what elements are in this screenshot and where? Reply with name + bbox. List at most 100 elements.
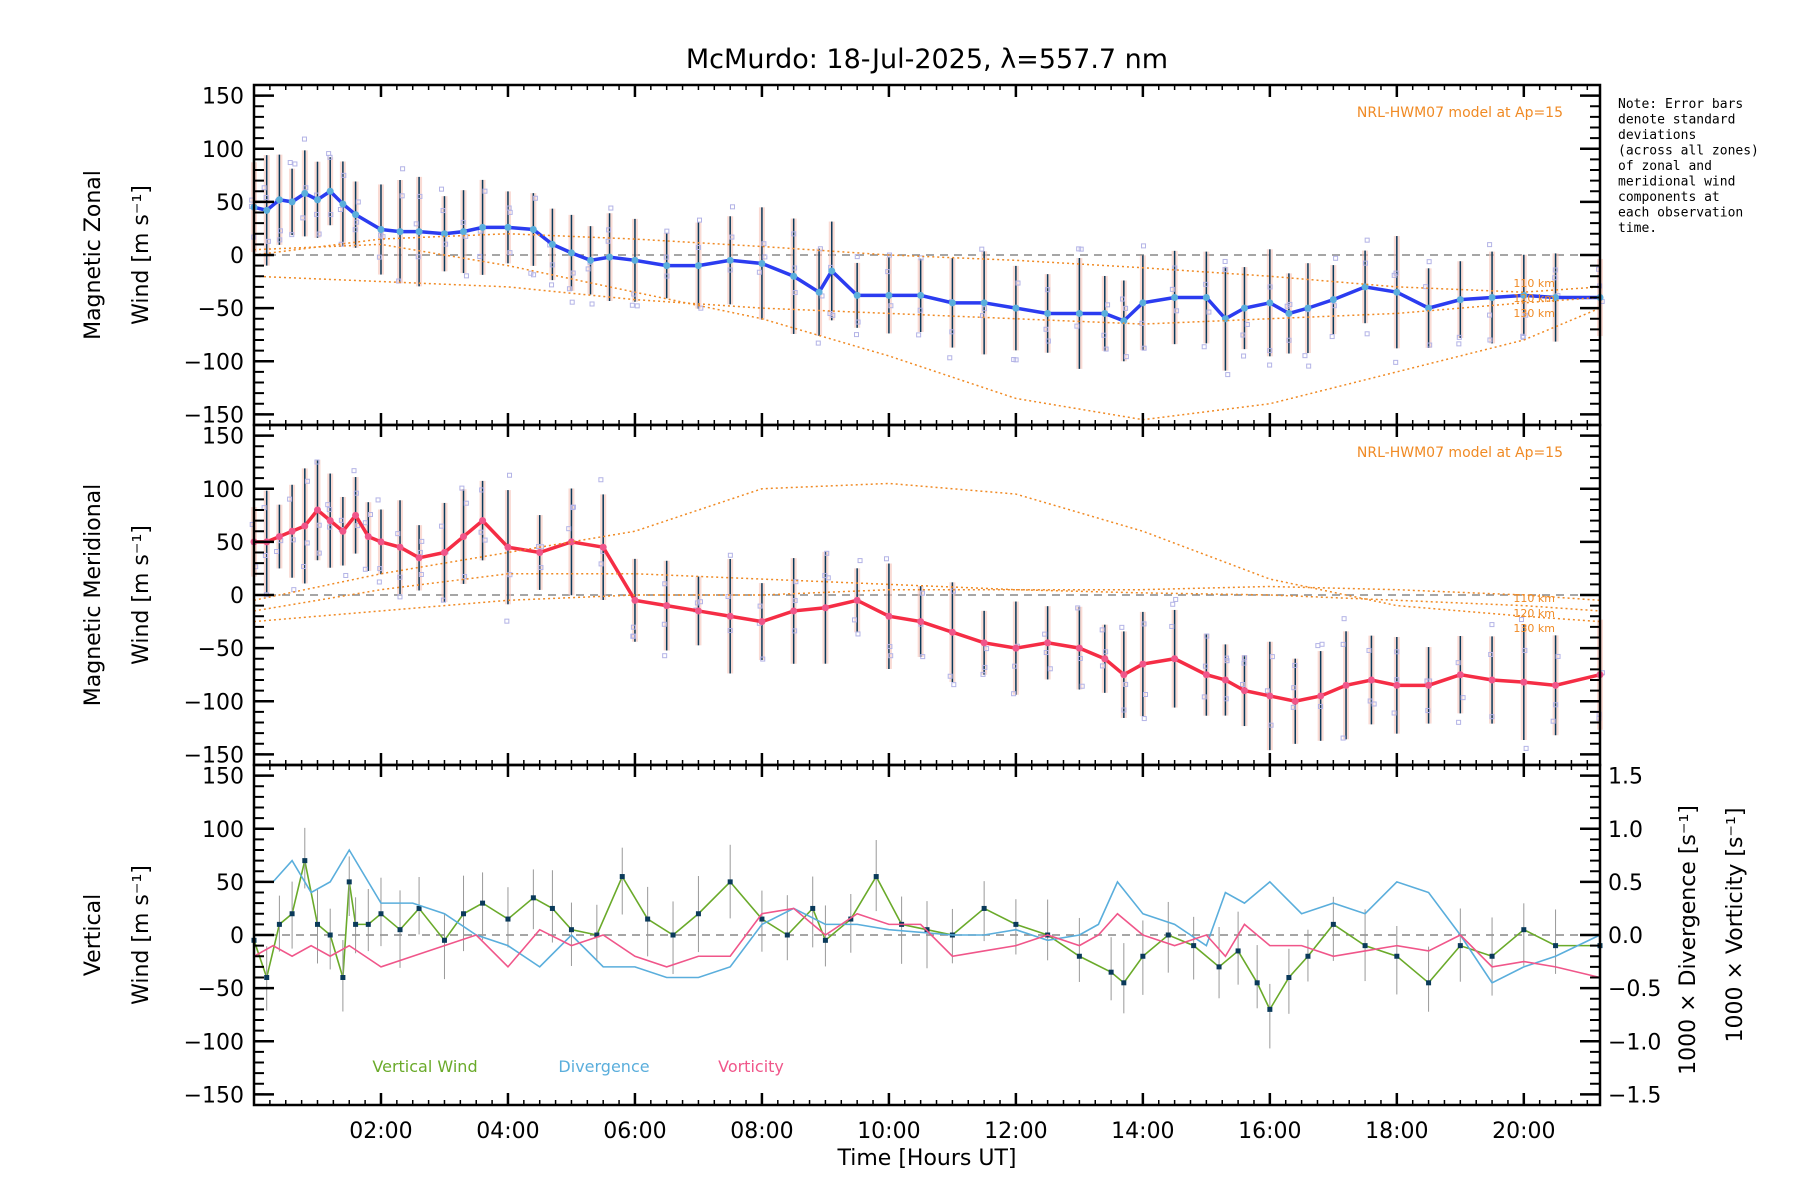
zone-sample-point [1203, 281, 1209, 287]
data-point [1044, 639, 1052, 647]
chart-title: McMurdo: 18-Jul-2025, λ=557.7 nm [686, 44, 1168, 75]
zone-sample-point [263, 195, 269, 201]
data-point [340, 975, 346, 980]
zone-sample-point [1523, 312, 1529, 318]
zone-sample-point [1371, 701, 1377, 707]
data-point [549, 905, 555, 911]
y-tick-label: 150 [202, 425, 244, 450]
zone-sample-point [413, 221, 419, 227]
data-point [1520, 678, 1528, 686]
zone-sample-point [287, 160, 293, 166]
series-vorticity [253, 907, 1601, 979]
zone-sample-point [1425, 708, 1431, 714]
zone-sample-point [1487, 312, 1493, 318]
zone-sample-point [354, 219, 360, 225]
data-point [313, 506, 321, 514]
data-point [504, 543, 512, 551]
series-hwm07-110-km [253, 232, 1601, 293]
data-point [1393, 681, 1401, 689]
data-point [790, 272, 798, 280]
zone-sample-point [290, 537, 296, 543]
zone-sample-point [1487, 242, 1493, 248]
right-y-tick-label: −1.5 [1608, 1083, 1661, 1108]
y-axis-label-line1: Magnetic Zonal [81, 170, 106, 340]
zone-sample-point [1302, 353, 1308, 359]
data-point [339, 527, 347, 535]
zone-sample-point [918, 255, 924, 261]
zone-sample-point [598, 477, 604, 483]
zone-sample-point [1119, 624, 1125, 630]
data-point [1139, 299, 1147, 307]
zone-sample-point [300, 215, 306, 221]
zone-sample-point [1394, 677, 1400, 683]
data-point [758, 260, 766, 267]
zone-sample-point [549, 262, 555, 268]
zone-sample-point [695, 244, 701, 250]
zone-sample-point [1224, 655, 1230, 661]
data-point [327, 932, 333, 938]
data-point [885, 291, 893, 299]
zone-sample-point [1141, 345, 1147, 351]
zone-sample-point [1269, 654, 1275, 660]
note-line: each observation [1618, 206, 1743, 221]
zone-sample-point [1366, 647, 1372, 653]
data-point [1267, 1006, 1273, 1012]
data-point [396, 228, 404, 236]
zone-sample-point [756, 269, 762, 275]
zone-sample-point [1393, 270, 1399, 276]
zone-sample-point [477, 253, 483, 259]
zone-sample-point [1241, 660, 1247, 666]
zone-sample-point [1286, 337, 1292, 343]
data-point [1012, 304, 1020, 312]
zone-sample-point [761, 241, 767, 247]
zone-sample-point [507, 572, 513, 578]
data-point [663, 262, 671, 270]
x-tick-label: 20:00 [1492, 1119, 1555, 1144]
zone-sample-point [1075, 605, 1081, 611]
data-point [1202, 671, 1210, 679]
panel-zonal: 150 100 50 0 −50 −100 −150 Magnetic Zonal Wind [… [81, 83, 1605, 428]
zone-sample-point [1552, 275, 1558, 281]
note-line: (across all zones) [1618, 144, 1759, 159]
zone-sample-point [570, 505, 576, 511]
zone-sample-point [1423, 284, 1429, 290]
zone-sample-point [1291, 685, 1297, 691]
data-point [1456, 296, 1464, 304]
data-point [461, 911, 467, 917]
zone-sample-point [376, 579, 382, 585]
data-point [822, 937, 828, 943]
data-point [1304, 304, 1312, 312]
zone-sample-point [605, 238, 611, 244]
data-point [352, 211, 360, 219]
data-point [1362, 943, 1368, 949]
data-point [378, 911, 384, 917]
data-point [289, 911, 295, 917]
y-tick-label: −50 [198, 297, 244, 322]
data-point [1488, 294, 1496, 301]
zone-sample-point [304, 478, 310, 484]
zone-sample-point [762, 254, 768, 260]
zone-sample-point [397, 574, 403, 580]
y-tick-label: 0 [230, 924, 244, 949]
zone-sample-point [1267, 362, 1273, 368]
zone-sample-point [353, 490, 359, 496]
zone-sample-point [1523, 745, 1529, 751]
zone-sample-point [343, 572, 349, 578]
y-tick-label: 150 [202, 85, 244, 110]
data-point [301, 522, 309, 530]
data-point [1044, 309, 1052, 317]
note-line: meridional wind [1618, 175, 1735, 190]
data-point [726, 256, 734, 264]
zone-sample-point [326, 524, 332, 530]
data-point [1291, 697, 1299, 705]
zone-sample-point [857, 558, 863, 564]
zone-sample-point [351, 468, 357, 474]
model-label: NRL-HWM07 model at Ap=15 [1357, 105, 1563, 121]
zone-sample-point [979, 313, 985, 319]
legend-item-divergence: Divergence [558, 1057, 649, 1076]
panels: 150 100 50 0 −50 −100 −150 Magnetic Zonal Wind [… [81, 83, 1748, 1144]
zone-sample-point [327, 154, 333, 160]
data-point [758, 618, 766, 626]
zone-sample-point [1520, 333, 1526, 339]
x-tick-label: 18:00 [1365, 1119, 1428, 1144]
